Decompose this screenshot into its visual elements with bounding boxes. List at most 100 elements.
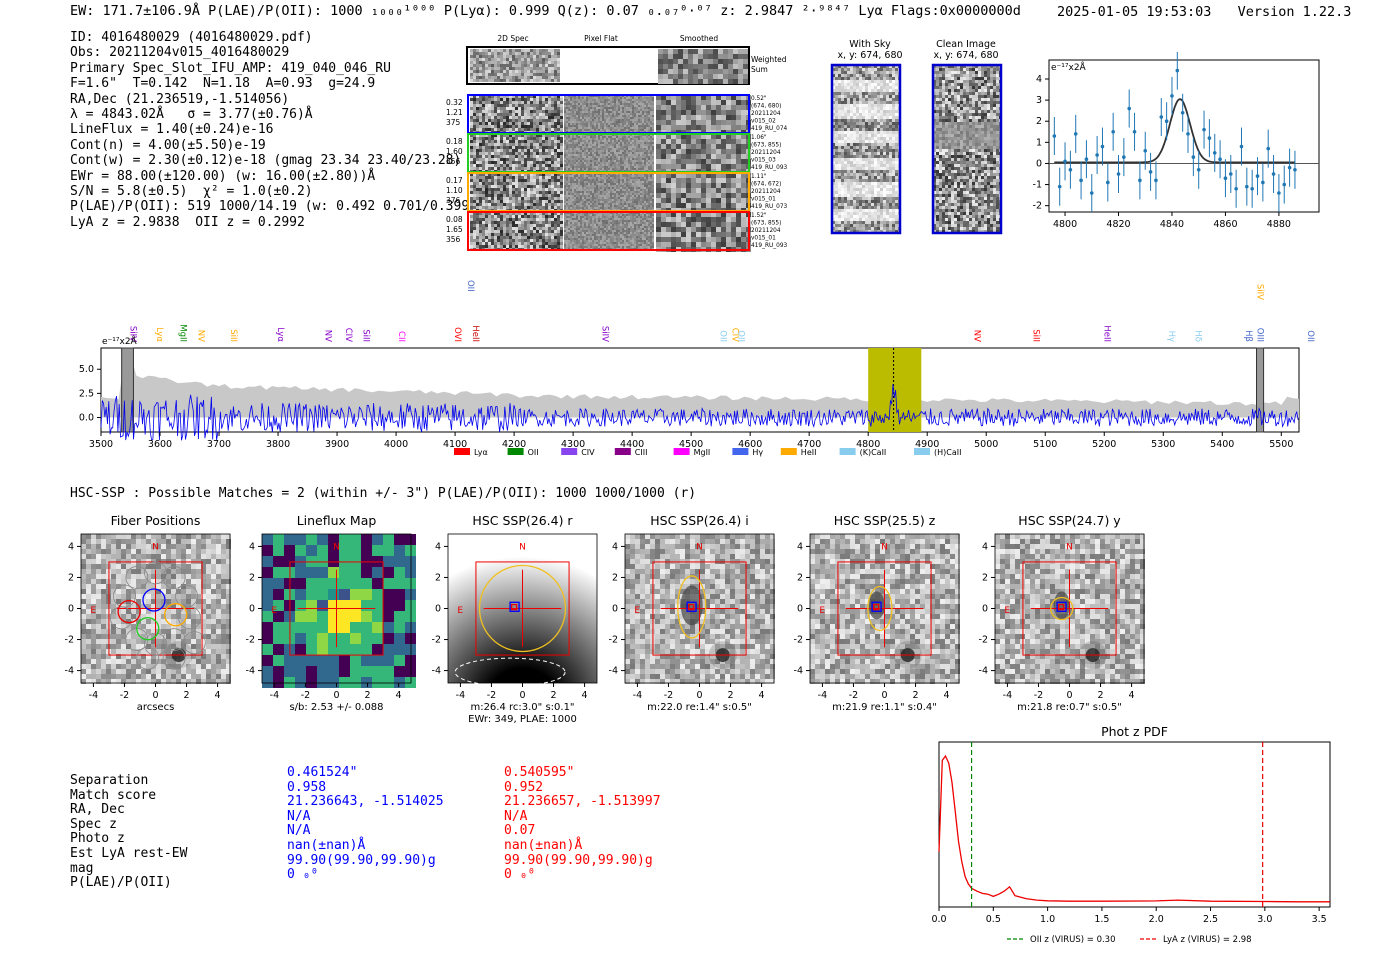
noise-pixel [518,227,521,230]
noise-pixel [588,136,590,138]
noise-pixel [726,183,731,188]
noise-pixel [628,144,630,146]
noise-pixel [494,194,497,197]
noise-pixel [582,115,584,117]
noise-pixel [681,110,686,115]
noise-pixel [551,173,554,176]
noise-pixel [626,179,628,181]
noise-pixel [491,221,494,224]
noise-pixel [497,152,500,155]
noise-pixel [494,104,497,107]
noise-pixel [576,189,578,191]
noise-pixel [524,212,527,215]
noise-pixel [622,144,624,146]
noise-pixel [564,160,566,162]
noise-pixel [568,129,570,131]
noise-pixel [570,183,572,185]
noise-pixel [548,188,551,191]
noise-pixel [497,58,500,61]
noise-pixel [564,136,566,138]
noise-pixel [521,143,524,146]
noise-pixel [542,182,545,185]
noise-pixel [557,164,560,167]
noise-pixel [622,162,624,164]
noise-pixel [596,142,598,144]
noise-pixel [626,136,628,138]
noise-pixel [509,61,512,64]
noise-pixel [628,185,630,187]
noise-pixel [612,175,614,177]
noise-pixel [473,224,476,227]
noise-pixel [506,146,509,149]
noise-pixel [476,107,479,110]
noise-pixel [661,139,666,144]
noise-pixel [580,99,582,101]
noise-pixel [509,227,512,230]
noise-pixel [506,221,509,224]
noise-pixel [512,55,515,58]
noise-pixel [612,168,614,170]
noise-pixel [564,121,566,123]
noise-pixel [618,191,620,193]
noise-pixel [500,58,503,61]
noise-pixel [491,134,494,137]
noise-pixel [578,117,580,119]
noise-pixel [608,152,610,154]
noise-pixel [628,99,630,101]
noise-pixel [542,73,545,76]
noise-pixel [652,185,654,187]
noise-pixel [509,203,512,206]
noise-pixel [524,64,527,67]
noise-pixel [592,197,594,199]
noise-pixel [521,230,524,233]
noise-pixel [539,167,542,170]
noise-pixel [646,103,648,105]
noise-pixel [586,148,588,150]
noise-pixel [566,201,568,203]
noise-pixel [576,140,578,142]
noise-pixel [545,143,548,146]
noise-pixel [554,55,557,58]
noise-pixel [488,233,491,236]
noise-pixel [646,207,648,209]
noise-pixel [640,111,642,113]
row-smoothed [656,134,751,174]
noise-pixel [545,203,548,206]
noise-pixel [551,49,554,52]
noise-pixel [614,166,616,168]
noise-pixel [527,197,530,200]
noise-pixel [576,117,578,119]
noise-pixel [473,203,476,206]
noise-pixel [580,109,582,111]
noise-pixel [681,173,686,178]
noise-pixel [688,64,693,69]
noise-pixel [642,125,644,127]
noise-pixel [560,104,563,107]
noise-pixel [473,76,476,79]
noise-pixel [636,199,638,201]
noise-pixel [503,122,506,125]
noise-pixel [634,179,636,181]
noise-pixel [620,164,622,166]
noise-pixel [716,188,721,193]
noise-pixel [539,197,542,200]
noise-pixel [638,105,640,107]
noise-pixel [628,125,630,127]
noise-pixel [500,167,503,170]
noise-pixel [606,105,608,107]
noise-pixel [610,136,612,138]
noise-pixel [509,140,512,143]
noise-pixel [542,206,545,209]
noise-pixel [592,191,594,193]
noise-pixel [646,199,648,201]
noise-pixel [634,148,636,150]
weighted-smoothed [658,49,748,84]
noise-pixel [470,70,473,73]
noise-pixel [644,107,646,109]
noise-pixel [548,67,551,70]
noise-pixel [479,95,482,98]
noise-pixel [503,224,506,227]
noise-pixel [512,76,515,79]
noise-pixel [626,146,628,148]
noise-pixel [580,142,582,144]
